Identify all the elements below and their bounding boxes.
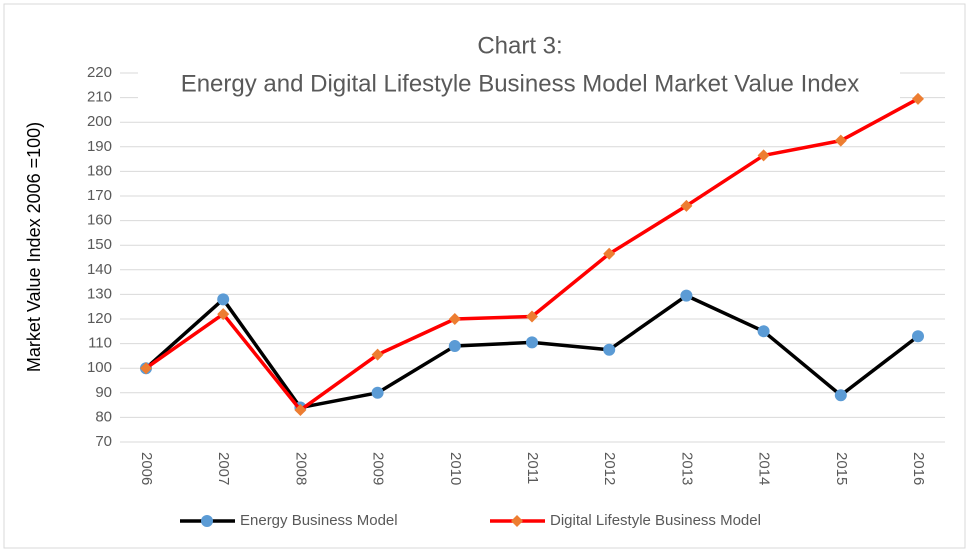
data-point (757, 325, 770, 338)
y-tick-label: 90 (95, 384, 112, 401)
y-tick-label: 220 (87, 64, 112, 81)
data-point (217, 293, 230, 306)
y-tick-label: 150 (87, 236, 112, 253)
y-tick-label: 180 (87, 162, 112, 179)
data-point (526, 310, 538, 323)
x-tick-label: 2012 (601, 452, 618, 485)
x-tick-label: 2009 (370, 452, 387, 485)
y-axis-label: Market Value Index 2006 =100) (24, 122, 44, 372)
y-tick-label: 110 (88, 335, 112, 352)
x-tick-label: 2008 (292, 452, 309, 485)
data-point (757, 149, 770, 162)
title-background (138, 66, 900, 104)
data-point (680, 289, 693, 302)
x-tick-label: 2007 (215, 452, 232, 485)
data-point (603, 343, 616, 356)
x-tick-label: 2015 (833, 452, 850, 485)
y-tick-label: 80 (95, 408, 112, 425)
data-point (217, 308, 230, 321)
y-tick-label: 210 (87, 89, 112, 106)
x-tick-label: 2014 (756, 452, 773, 485)
x-tick-label: 2016 (910, 452, 927, 485)
data-point (371, 386, 384, 399)
legend-label: Digital Lifestyle Business Model (550, 512, 761, 529)
x-tick-label: 2010 (447, 452, 464, 485)
chart-subtitle: Energy and Digital Lifestyle Business Mo… (181, 70, 860, 97)
y-tick-label: 120 (87, 310, 112, 327)
data-point (603, 247, 616, 260)
data-point (371, 348, 384, 361)
data-point (294, 404, 307, 417)
y-tick-label: 70 (95, 433, 112, 450)
x-tick-label: 2013 (678, 452, 695, 485)
x-tick-label: 2011 (524, 452, 541, 484)
legend-marker (201, 515, 213, 527)
data-point (912, 330, 924, 343)
data-point (834, 134, 847, 147)
legend-label: Energy Business Model (240, 512, 398, 529)
legend-marker (511, 515, 523, 527)
y-tick-label: 200 (87, 113, 112, 130)
y-tick-label: 130 (87, 285, 112, 302)
data-point (834, 389, 847, 402)
y-tick-label: 170 (87, 187, 112, 204)
data-point (680, 199, 693, 212)
chart-title: Chart 3: (477, 32, 562, 59)
data-point (912, 92, 924, 105)
y-tick-label: 190 (87, 138, 112, 155)
data-point (448, 313, 461, 325)
data-point (526, 336, 538, 349)
y-tick-label: 100 (87, 359, 112, 376)
x-tick-label: 2006 (138, 452, 155, 485)
y-tick-label: 140 (87, 261, 112, 278)
y-tick-label: 160 (87, 212, 112, 229)
data-point (448, 340, 461, 353)
data-point (140, 362, 152, 375)
grid (120, 72, 945, 443)
